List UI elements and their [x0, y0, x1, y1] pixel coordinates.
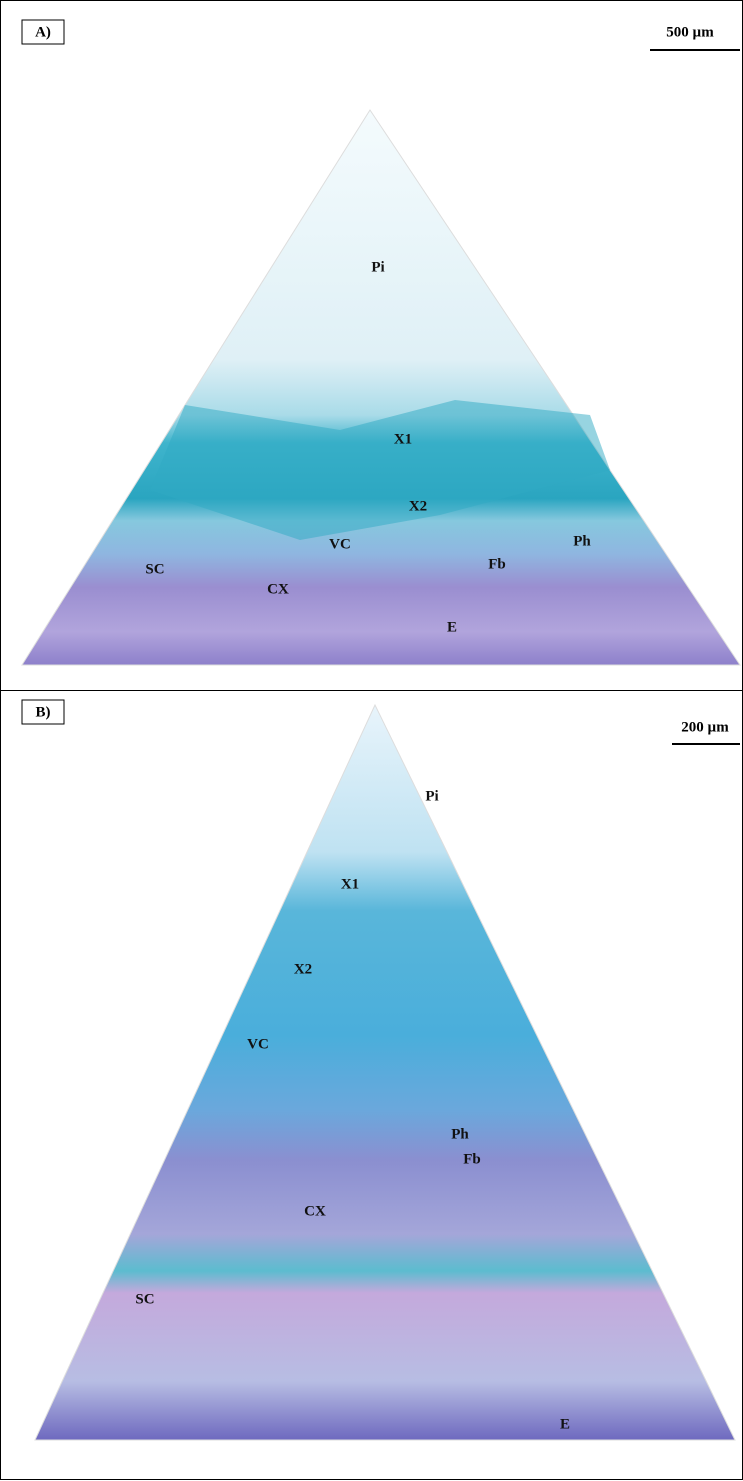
- tissue-label: X1: [394, 431, 412, 447]
- tissue-label: X2: [409, 498, 427, 514]
- tissue-label: SC: [135, 1291, 154, 1307]
- tissue-label: Pi: [425, 788, 438, 804]
- tissue-label: Fb: [463, 1151, 481, 1167]
- tissue-label: E: [447, 619, 457, 635]
- tissue-label: SC: [145, 561, 164, 577]
- scale-bar-label: 500 µm: [666, 24, 714, 40]
- tissue-label: Pi: [371, 259, 384, 275]
- tissue-label: CX: [267, 581, 289, 597]
- tissue-label: X1: [341, 876, 359, 892]
- micrograph: [35, 705, 735, 1440]
- panel-label: B): [36, 704, 51, 720]
- tissue-label: Ph: [573, 533, 591, 549]
- scale-bar-label: 200 µm: [681, 719, 729, 735]
- panel-label: A): [35, 24, 51, 40]
- tissue-label: CX: [304, 1203, 326, 1219]
- tissue-label: Ph: [451, 1126, 469, 1142]
- tissue-label: VC: [329, 536, 351, 552]
- tissue-label: Fb: [488, 556, 506, 572]
- tissue-label: E: [560, 1416, 570, 1432]
- tissue-label: VC: [247, 1036, 269, 1052]
- tissue-label: X2: [294, 961, 312, 977]
- micrograph: [22, 110, 740, 665]
- figure: A) 500 µm Pi X1 X2 VC Ph SC Fb CX E B) 2…: [0, 0, 743, 1481]
